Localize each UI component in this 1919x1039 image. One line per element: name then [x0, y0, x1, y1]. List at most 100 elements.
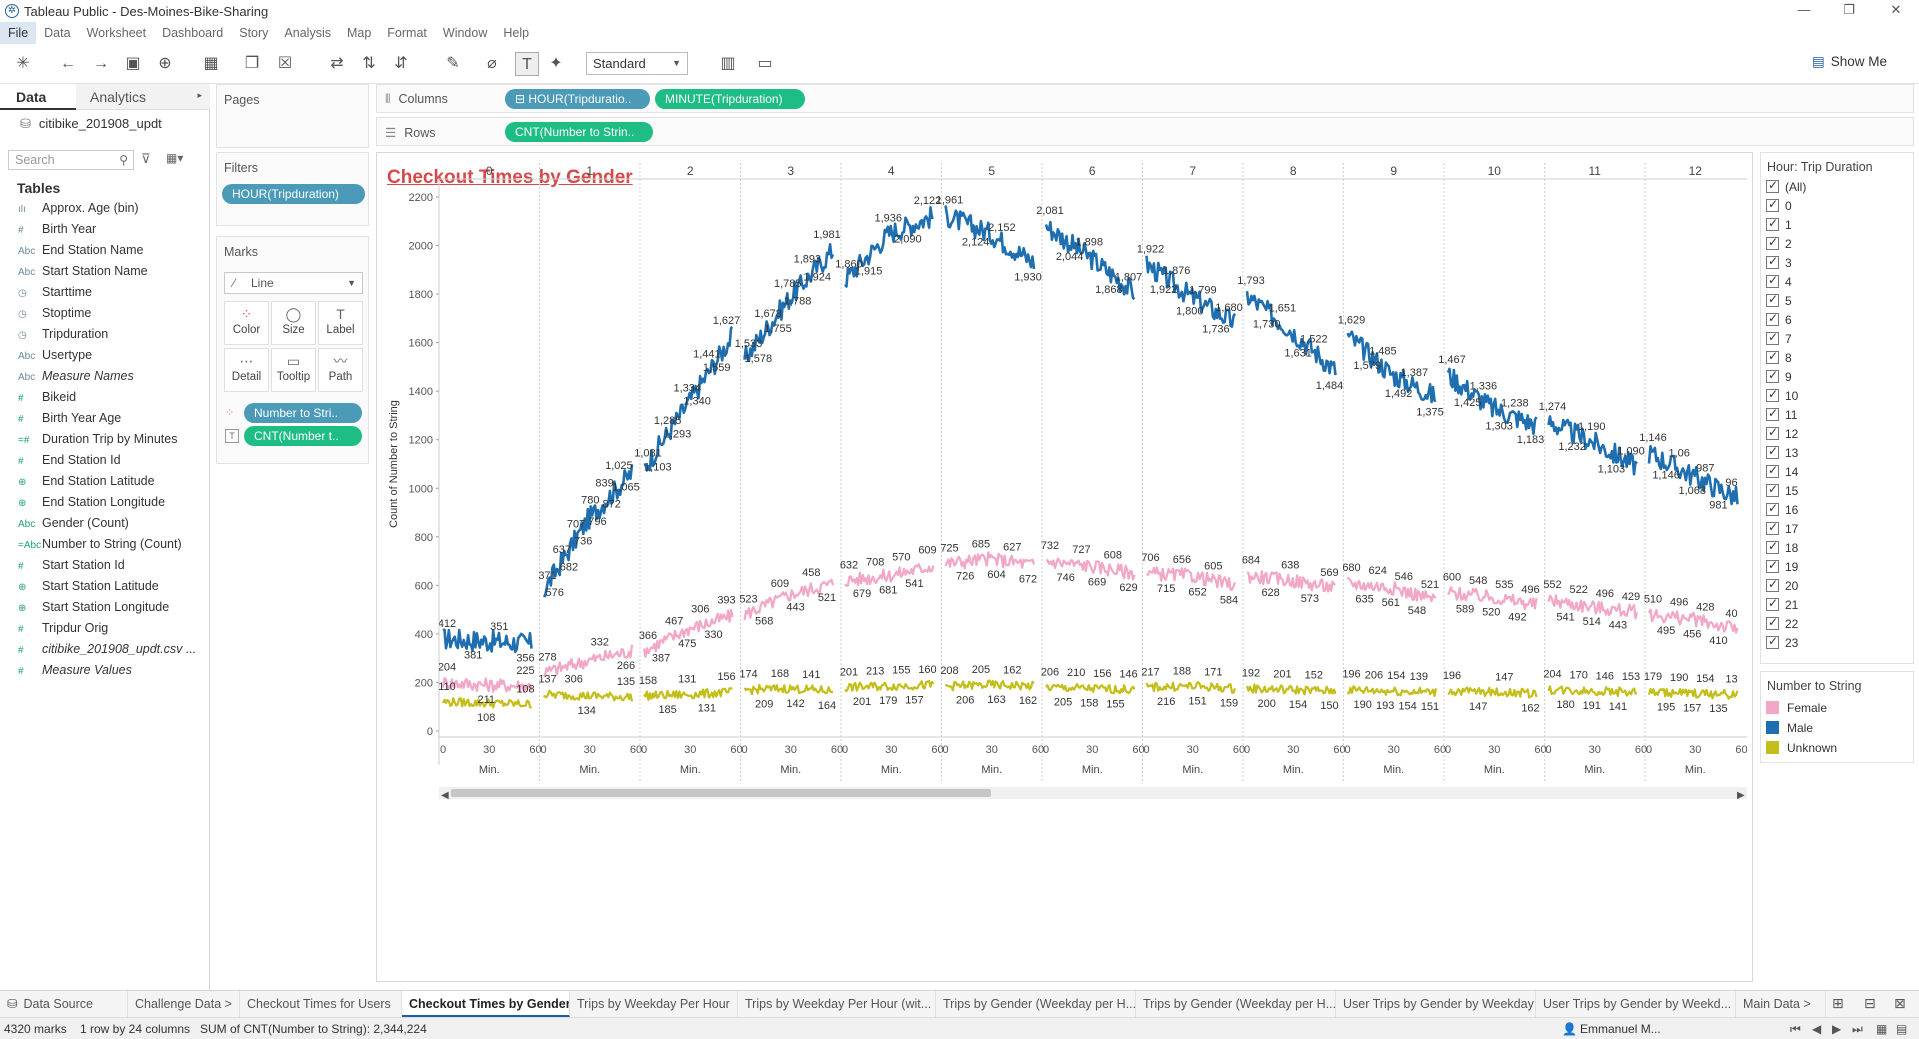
legend-item-male[interactable]: Male: [1766, 721, 1813, 741]
checkbox-checked-icon[interactable]: [1766, 596, 1779, 611]
checkbox-checked-icon[interactable]: [1766, 235, 1779, 250]
tab-user-trips-by-gender-2[interactable]: User Trips by Gender by Weekd...: [1536, 991, 1736, 1017]
tab-analytics[interactable]: Analytics ▸: [76, 84, 210, 110]
checkbox-checked-icon[interactable]: [1766, 558, 1779, 573]
checkbox-checked-icon[interactable]: [1766, 330, 1779, 345]
path-button[interactable]: 〰 Path: [318, 348, 363, 392]
hour-filter-item[interactable]: 18: [1766, 539, 1798, 560]
tab-trips-by-gender-2[interactable]: Trips by Gender (Weekday per H...: [1136, 991, 1336, 1017]
save-icon[interactable]: ▣: [125, 55, 141, 72]
show-me-button[interactable]: ▤ Show Me: [1812, 54, 1887, 70]
checkbox-checked-icon[interactable]: [1766, 444, 1779, 459]
checkbox-checked-icon[interactable]: [1766, 577, 1779, 592]
checkbox-checked-icon[interactable]: [1766, 368, 1779, 383]
field-item[interactable]: # Bikeid: [18, 390, 208, 411]
hour-filter-item[interactable]: 8: [1766, 349, 1792, 370]
tab-trips-by-gender-1[interactable]: Trips by Gender (Weekday per H...: [936, 991, 1136, 1017]
show-cards-icon[interactable]: ▥: [720, 55, 736, 72]
menu-format[interactable]: Format: [387, 26, 427, 40]
field-item[interactable]: ılı Approx. Age (bin): [18, 201, 208, 222]
field-item[interactable]: ⊕ Start Station Longitude: [18, 600, 208, 621]
field-item[interactable]: # Birth Year Age: [18, 411, 208, 432]
hour-filter-item[interactable]: 10: [1766, 387, 1798, 408]
hour-filter-item[interactable]: (All): [1766, 178, 1806, 199]
checkbox-checked-icon[interactable]: [1766, 634, 1779, 649]
tab-main-data[interactable]: Main Data >: [1736, 991, 1826, 1017]
undo-icon[interactable]: ←: [60, 55, 76, 72]
hour-filter-item[interactable]: 3: [1766, 254, 1792, 275]
field-item[interactable]: # Birth Year: [18, 222, 208, 243]
hour-filter-item[interactable]: 11: [1766, 406, 1797, 427]
mark-type-dropdown[interactable]: ⁄ Line ▼: [224, 272, 363, 294]
field-item[interactable]: ◷ Stoptime: [18, 306, 208, 327]
hour-filter-item[interactable]: 20: [1766, 577, 1798, 598]
new-story-tab-icon[interactable]: ⊠: [1894, 995, 1906, 1011]
field-item[interactable]: # Measure Values: [18, 663, 208, 684]
checkbox-checked-icon[interactable]: [1766, 463, 1779, 478]
field-item[interactable]: Abc Usertype: [18, 348, 208, 369]
color-button[interactable]: ⁘ Color: [224, 301, 269, 345]
hour-filter-item[interactable]: 16: [1766, 501, 1798, 522]
checkbox-checked-icon[interactable]: [1766, 615, 1779, 630]
hour-filter-item[interactable]: 12: [1766, 425, 1798, 446]
sheet-sorter-view-icon[interactable]: ▦: [1876, 1022, 1888, 1036]
menu-window[interactable]: Window: [442, 26, 488, 40]
filmstrip-view-icon[interactable]: ▤: [1896, 1022, 1908, 1036]
checkbox-checked-icon[interactable]: [1766, 349, 1779, 364]
hour-filter-item[interactable]: 13: [1766, 444, 1798, 465]
checkbox-checked-icon[interactable]: [1766, 501, 1779, 516]
tab-trips-by-weekday-per-hour-with[interactable]: Trips by Weekday Per Hour (wit...: [738, 991, 936, 1017]
pages-shelf[interactable]: Pages: [216, 84, 369, 148]
checkbox-checked-icon[interactable]: [1766, 178, 1779, 193]
checkbox-checked-icon[interactable]: [1766, 425, 1779, 440]
field-item[interactable]: =# Duration Trip by Minutes: [18, 432, 208, 453]
field-item[interactable]: Abc Start Station Name: [18, 264, 208, 285]
tab-user-trips-by-gender-1[interactable]: User Trips by Gender by Weekday: [1336, 991, 1536, 1017]
field-item[interactable]: # End Station Id: [18, 453, 208, 474]
field-item[interactable]: ⊕ Start Station Latitude: [18, 579, 208, 600]
menu-data[interactable]: Data: [44, 26, 71, 40]
sort-ascending-icon[interactable]: ⇅: [362, 55, 376, 72]
menu-worksheet[interactable]: Worksheet: [86, 26, 147, 40]
show-mark-labels-icon[interactable]: T: [515, 52, 539, 76]
sheet-nav-first-icon[interactable]: ⏮: [1790, 1022, 1801, 1036]
tab-trips-by-weekday-per-hour[interactable]: Trips by Weekday Per Hour: [570, 991, 738, 1017]
hour-filter-item[interactable]: 19: [1766, 558, 1798, 579]
hour-filter-item[interactable]: 15: [1766, 482, 1798, 503]
close-icon[interactable]: ✕: [1890, 2, 1902, 17]
legend-item-unknown[interactable]: Unknown: [1766, 741, 1837, 761]
menu-analysis[interactable]: Analysis: [284, 26, 331, 40]
hour-filter-item[interactable]: 5: [1766, 292, 1792, 313]
field-item[interactable]: ⊕ End Station Longitude: [18, 495, 208, 516]
tab-challenge-data[interactable]: Challenge Data >: [128, 991, 240, 1017]
highlight-icon[interactable]: ✎: [446, 55, 460, 72]
checkbox-checked-icon[interactable]: [1766, 539, 1779, 554]
hour-filter-item[interactable]: 0: [1766, 197, 1792, 218]
field-item[interactable]: ⊕ End Station Latitude: [18, 474, 208, 495]
field-item[interactable]: ◷ Starttime: [18, 285, 208, 306]
menu-file[interactable]: File: [0, 22, 37, 44]
checkbox-checked-icon[interactable]: [1766, 406, 1779, 421]
hour-filter-item[interactable]: 1: [1766, 216, 1792, 237]
hour-filter-item[interactable]: 17: [1766, 520, 1798, 541]
filter-fields-icon[interactable]: ⊽: [141, 151, 151, 166]
field-item[interactable]: # Start Station Id: [18, 558, 208, 579]
sheet-nav-next-icon[interactable]: ▶: [1832, 1022, 1842, 1036]
rows-pill-cnt[interactable]: CNT(Number to Strin..: [505, 122, 653, 142]
checkbox-checked-icon[interactable]: [1766, 311, 1779, 326]
new-worksheet-tab-icon[interactable]: ⊞: [1832, 995, 1844, 1011]
checkbox-checked-icon[interactable]: [1766, 273, 1779, 288]
minimize-icon[interactable]: —: [1797, 2, 1811, 17]
checkbox-checked-icon[interactable]: [1766, 216, 1779, 231]
hour-filter-item[interactable]: 23: [1766, 634, 1798, 655]
checkbox-checked-icon[interactable]: [1766, 482, 1779, 497]
status-user[interactable]: Emmanuel M...: [1580, 1022, 1661, 1036]
datasource-name[interactable]: ⛁ citibike_201908_updt: [20, 116, 162, 132]
legend-item-female[interactable]: Female: [1766, 701, 1827, 721]
hour-filter-item[interactable]: 7: [1766, 330, 1792, 351]
filters-shelf[interactable]: Filters HOUR(Tripduration): [216, 152, 369, 226]
size-button[interactable]: ◯ Size: [271, 301, 316, 345]
hour-filter-item[interactable]: 4: [1766, 273, 1792, 294]
hour-filter-item[interactable]: 9: [1766, 368, 1792, 389]
